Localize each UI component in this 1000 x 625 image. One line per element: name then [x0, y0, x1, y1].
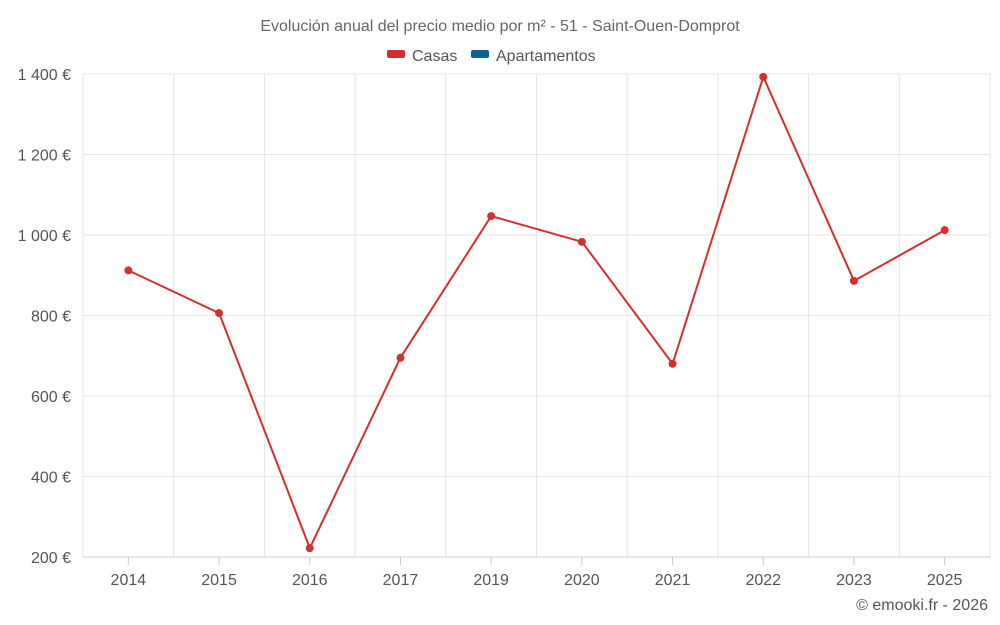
y-tick-label: 200 €	[31, 550, 71, 567]
legend-swatch-casas	[387, 50, 405, 58]
y-tick-label: 600 €	[31, 389, 71, 406]
data-point-casas-2023[interactable]	[849, 276, 858, 285]
x-tick-label: 2015	[201, 572, 237, 589]
x-axis: 2014 2015 2016 2017 2019 2020 2021 2022 2023 2025	[83, 556, 990, 589]
data-point-casas-2019[interactable]	[487, 212, 496, 221]
series-line-casas	[127, 75, 946, 550]
x-tick-label: 2022	[745, 572, 781, 589]
y-tick-label: 1 200 €	[18, 148, 71, 165]
data-point-casas-2017[interactable]	[396, 353, 405, 362]
data-point-casas-2020[interactable]	[577, 237, 586, 246]
x-tick-label: 2014	[111, 572, 147, 589]
y-tick-label: 800 €	[31, 309, 71, 326]
legend-swatch-apartamentos	[471, 50, 489, 58]
data-point-casas-2015[interactable]	[215, 309, 224, 318]
x-tick-label: 2016	[292, 572, 328, 589]
gridlines	[82, 73, 991, 558]
y-tick-label: 1 000 €	[18, 228, 71, 245]
data-point-casas-2014[interactable]	[124, 266, 133, 275]
data-point-casas-2021[interactable]	[668, 359, 677, 368]
x-tick-label: 2019	[473, 572, 509, 589]
chart-title: Evolución anual del precio medio por m² …	[260, 18, 740, 35]
x-tick-label: 2017	[383, 572, 419, 589]
legend-item-apartamentos[interactable]: Apartamentos	[471, 48, 596, 65]
y-tick-label: 400 €	[31, 470, 71, 487]
legend: Casas Apartamentos	[387, 48, 596, 65]
x-tick-label: 2020	[564, 572, 600, 589]
data-point-casas-2025[interactable]	[940, 226, 949, 235]
legend-item-casas[interactable]: Casas	[387, 48, 457, 65]
legend-label-casas: Casas	[412, 48, 457, 65]
x-tick-label: 2021	[655, 572, 691, 589]
x-tick-label: 2025	[927, 572, 963, 589]
credit-text: © emooki.fr - 2026	[856, 597, 988, 614]
y-axis: 1 400 € 1 200 € 1 000 € 800 € 600 € 400 € 200 …	[18, 67, 71, 567]
data-point-casas-2022[interactable]	[759, 72, 768, 81]
series-casas	[124, 72, 949, 553]
data-point-casas-2016[interactable]	[305, 544, 314, 553]
y-tick-label: 1 400 €	[18, 67, 71, 84]
legend-label-apartamentos: Apartamentos	[496, 48, 596, 65]
x-tick-label: 2023	[836, 572, 872, 589]
